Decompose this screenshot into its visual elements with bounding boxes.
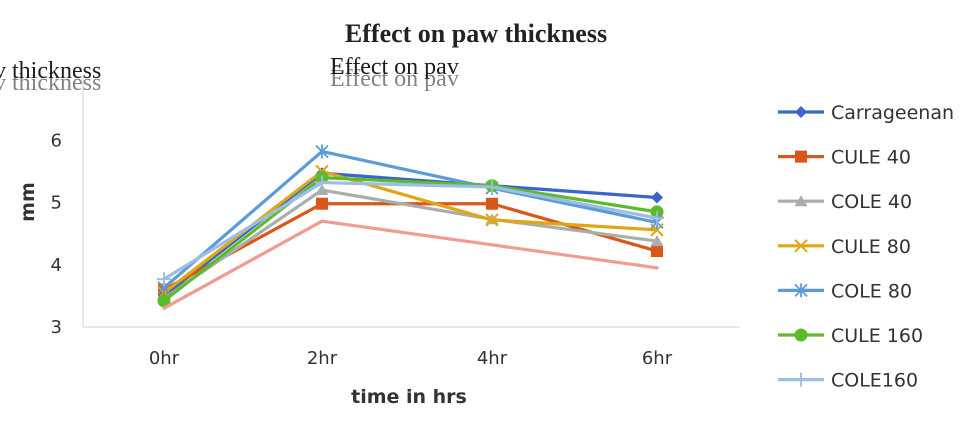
series-cole-80 xyxy=(157,144,664,295)
title-fragment-b: v thickness xyxy=(0,58,101,84)
series-line xyxy=(162,149,659,290)
title-fragment-a-shadow: Effect on pav xyxy=(330,66,459,92)
data-point xyxy=(485,213,499,227)
title-fragment-b-shadow: v thickness xyxy=(0,70,101,96)
x-tick-label: 4hr xyxy=(477,348,508,369)
legend-marker xyxy=(794,283,808,298)
data-point xyxy=(157,272,171,287)
legend-label: CULE 80 xyxy=(831,236,911,258)
legend-item: COLE 40 xyxy=(778,191,912,213)
data-point xyxy=(486,197,498,210)
data-point xyxy=(315,175,329,190)
title-fragment-a: Effect on pav xyxy=(330,54,459,80)
series-line xyxy=(162,188,659,300)
legend-marker xyxy=(794,372,808,387)
legend-item: COLE160 xyxy=(778,370,918,392)
series-unlabeled-7 xyxy=(162,219,659,310)
legend-label: COLE 40 xyxy=(831,191,912,213)
series-line xyxy=(162,219,659,310)
legend-marker xyxy=(795,150,807,163)
legend: Carrageenan CULE 40 COLE 40 CULE 80 COLE 80 C… xyxy=(778,102,954,392)
series-line xyxy=(162,176,659,303)
legend-item: Carrageenan xyxy=(778,102,954,124)
data-point xyxy=(485,179,499,194)
y-axis-title: mm xyxy=(17,182,39,222)
legend-marker xyxy=(795,106,807,118)
y-tick-label: 5 xyxy=(51,193,62,214)
y-tick-labels: 3 4 5 6 xyxy=(51,130,62,338)
legend-marker xyxy=(794,195,808,207)
legend-label: COLE 80 xyxy=(831,280,912,302)
series-line xyxy=(162,171,659,298)
series-cole160 xyxy=(157,175,664,287)
x-tick-labels: 0hr 2hr 4hr 6hr xyxy=(149,348,673,369)
legend-marker xyxy=(794,328,808,342)
legend-label: Carrageenan xyxy=(831,102,954,124)
series-line xyxy=(162,180,659,281)
legend-item: CULE 80 xyxy=(778,236,911,258)
chart-title: Effect on paw thickness xyxy=(345,19,607,48)
x-tick-label: 0hr xyxy=(149,348,180,369)
y-tick-label: 4 xyxy=(51,255,62,276)
legend-item: COLE 80 xyxy=(778,280,912,302)
legend-item: CULE 40 xyxy=(778,147,911,169)
y-tick-label: 3 xyxy=(51,317,62,338)
series-group xyxy=(157,144,664,310)
data-point xyxy=(316,197,328,210)
x-tick-label: 6hr xyxy=(642,348,673,369)
legend-label: CULE 160 xyxy=(831,325,923,347)
legend-item: CULE 160 xyxy=(778,325,923,347)
y-tick-label: 6 xyxy=(51,130,62,151)
data-point xyxy=(157,294,171,308)
data-point xyxy=(651,245,663,258)
data-point xyxy=(651,191,663,204)
data-point xyxy=(315,144,329,159)
data-point xyxy=(650,235,664,247)
x-axis-title: time in hrs xyxy=(351,386,467,408)
data-point xyxy=(650,211,664,226)
legend-label: COLE160 xyxy=(831,370,918,392)
x-tick-label: 2hr xyxy=(307,348,338,369)
legend-label: CULE 40 xyxy=(831,147,911,169)
legend-marker xyxy=(794,239,808,253)
